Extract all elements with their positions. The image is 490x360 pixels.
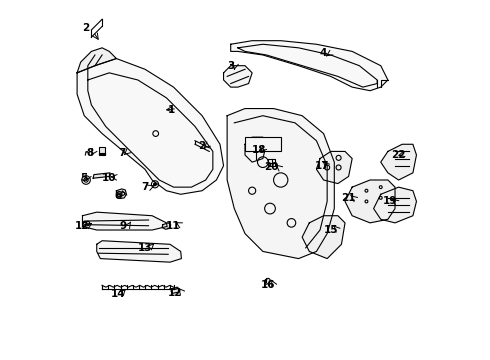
Polygon shape xyxy=(302,216,345,258)
Text: 19: 19 xyxy=(383,197,397,206)
Polygon shape xyxy=(231,41,388,91)
Circle shape xyxy=(153,183,156,186)
Polygon shape xyxy=(373,187,416,223)
Text: 16: 16 xyxy=(261,280,275,291)
Text: 18: 18 xyxy=(252,145,267,155)
Text: 10: 10 xyxy=(102,173,117,183)
Polygon shape xyxy=(268,158,275,166)
Text: 9: 9 xyxy=(120,221,127,231)
Polygon shape xyxy=(97,241,181,262)
Text: 4: 4 xyxy=(320,48,327,58)
Polygon shape xyxy=(265,278,270,284)
Polygon shape xyxy=(83,221,90,226)
Text: 2: 2 xyxy=(82,23,90,33)
Polygon shape xyxy=(245,137,267,162)
Bar xyxy=(98,147,105,155)
Polygon shape xyxy=(82,212,167,230)
Bar xyxy=(245,137,281,152)
Text: 20: 20 xyxy=(265,162,279,172)
Text: 11: 11 xyxy=(166,221,181,231)
Polygon shape xyxy=(227,109,334,258)
Polygon shape xyxy=(223,66,252,87)
Text: 14: 14 xyxy=(111,289,125,299)
Text: 5: 5 xyxy=(80,173,87,183)
Text: 7: 7 xyxy=(141,182,148,192)
Text: 13: 13 xyxy=(138,243,152,253)
Text: 3: 3 xyxy=(227,61,234,71)
Text: 15: 15 xyxy=(323,225,338,235)
Polygon shape xyxy=(171,287,179,293)
Polygon shape xyxy=(93,173,110,178)
Polygon shape xyxy=(117,189,126,199)
Polygon shape xyxy=(77,48,117,73)
Polygon shape xyxy=(77,59,223,194)
Text: 21: 21 xyxy=(342,193,356,203)
Text: 7: 7 xyxy=(118,148,125,158)
Polygon shape xyxy=(345,180,395,223)
Polygon shape xyxy=(381,144,416,180)
Text: 6: 6 xyxy=(115,191,122,201)
Text: 12: 12 xyxy=(75,221,90,231)
Text: 2: 2 xyxy=(198,141,206,151)
Text: 22: 22 xyxy=(392,150,406,160)
Text: 17: 17 xyxy=(315,161,329,171)
Polygon shape xyxy=(162,223,171,229)
Text: 8: 8 xyxy=(86,148,93,158)
Polygon shape xyxy=(317,152,352,184)
Text: 12: 12 xyxy=(168,288,183,297)
Text: 1: 1 xyxy=(168,105,175,115)
